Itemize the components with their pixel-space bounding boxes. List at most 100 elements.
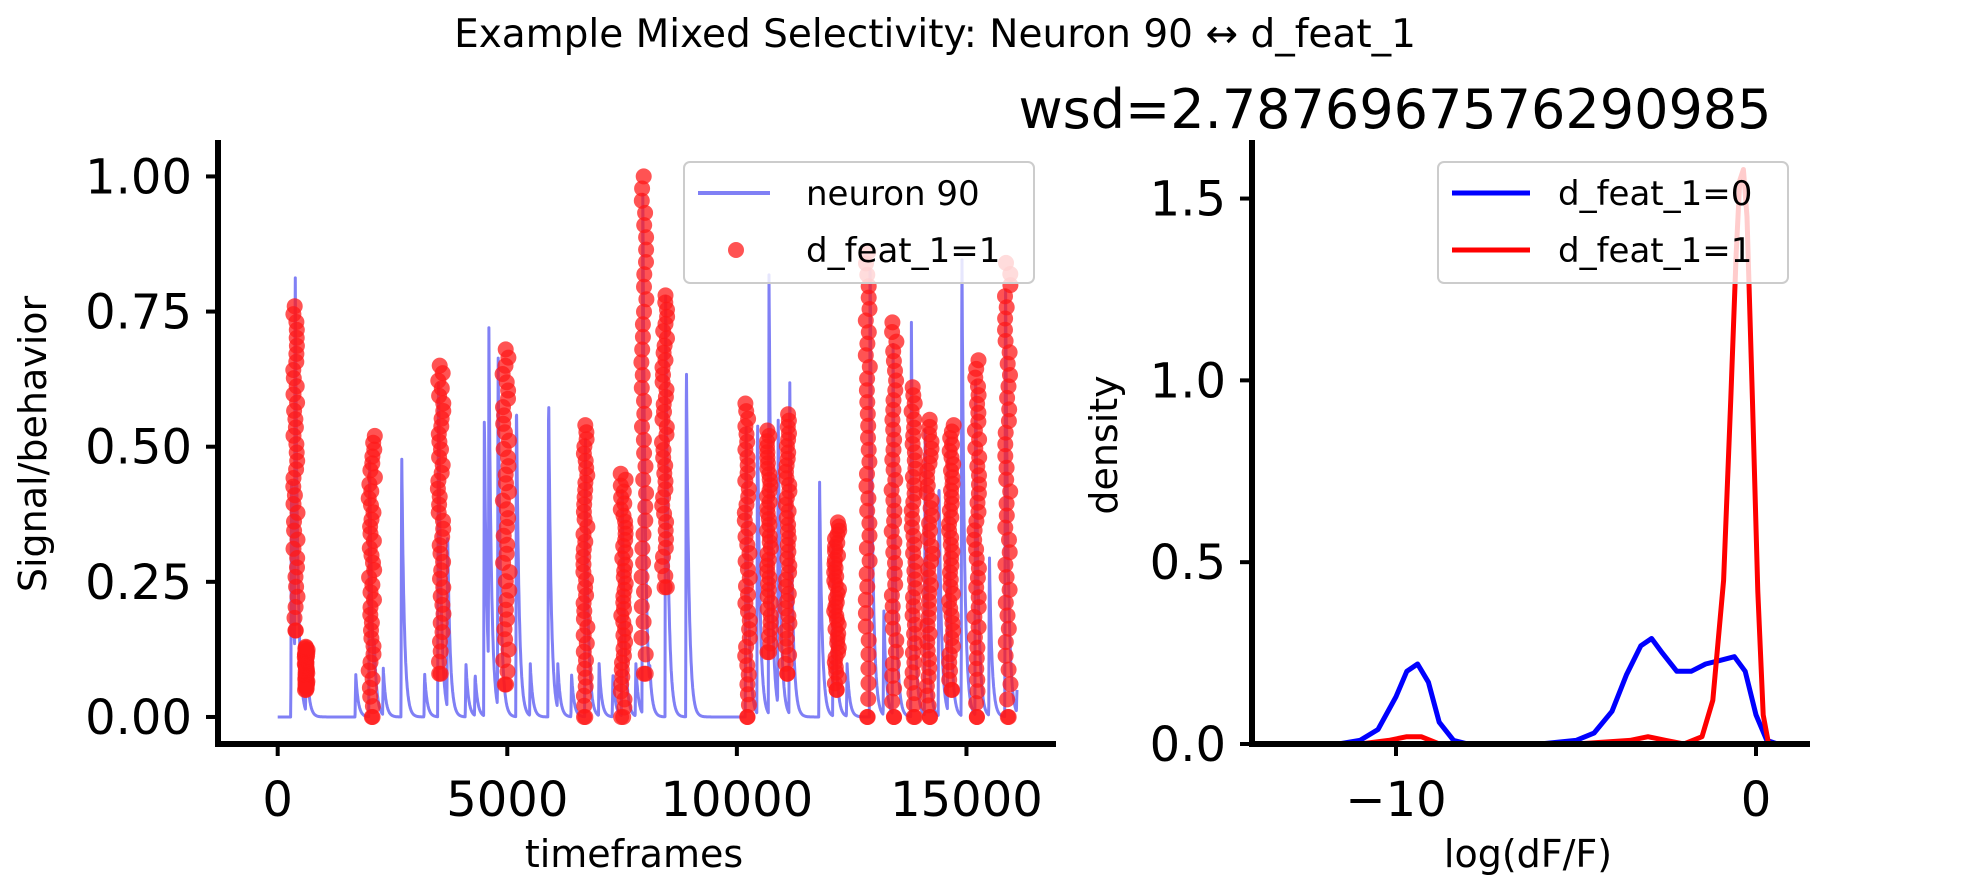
- feat-marker: [970, 352, 987, 369]
- feat-marker: [634, 341, 651, 358]
- feat-marker: [861, 301, 878, 317]
- left-legend-label-feat: d_feat_1=1: [806, 231, 1000, 271]
- left-chart-xlabel: timeframes: [525, 832, 743, 876]
- feat-marker: [638, 241, 655, 258]
- feat-marker: [638, 254, 654, 270]
- feat-marker: [431, 357, 448, 374]
- left-y-tick-label: 0.00: [85, 690, 192, 746]
- left-y-tick-label: 0.75: [85, 285, 192, 341]
- left-x-tick-label: 10000: [661, 772, 814, 828]
- feat-marker: [615, 709, 632, 725]
- feat-marker: [635, 613, 652, 630]
- feat-marker: [635, 526, 652, 543]
- feat-marker: [860, 441, 877, 458]
- feat-marker: [860, 429, 876, 446]
- feat-marker: [904, 379, 921, 396]
- feat-marker: [998, 507, 1015, 524]
- feat-marker: [945, 417, 962, 434]
- feat-marker: [861, 527, 878, 544]
- feat-marker: [638, 229, 655, 246]
- feat-marker: [287, 622, 304, 639]
- feat-marker: [635, 431, 652, 448]
- feat-marker: [634, 418, 650, 435]
- feat-marker: [638, 485, 655, 502]
- feat-marker: [759, 422, 776, 439]
- feat-marker: [885, 620, 902, 637]
- feat-marker: [633, 379, 650, 396]
- feat-marker: [861, 515, 878, 532]
- right-y-tick-label: 0.5: [1150, 535, 1226, 591]
- feat-marker: [921, 411, 938, 428]
- feat-marker: [637, 498, 654, 515]
- left-chart-ylabel: Signal/behavior: [11, 295, 55, 592]
- feat-marker: [859, 578, 876, 595]
- feat-marker: [859, 405, 876, 422]
- right-y-tick-label: 1.0: [1150, 353, 1226, 409]
- feat-marker: [997, 321, 1013, 338]
- feat-marker: [884, 693, 901, 710]
- feat-marker: [860, 660, 877, 677]
- feat-marker: [633, 192, 650, 209]
- feat-marker: [634, 328, 651, 345]
- feat-marker: [997, 436, 1014, 453]
- feat-marker: [997, 634, 1014, 650]
- left-legend-frame: [683, 161, 1035, 284]
- feat-marker: [998, 569, 1015, 586]
- feat-marker: [887, 643, 904, 660]
- feat-marker: [633, 629, 650, 646]
- feat-marker: [636, 278, 652, 295]
- feat-marker: [498, 676, 515, 693]
- left-x-tick-label: 5000: [446, 772, 568, 828]
- feat-marker: [859, 709, 876, 725]
- feat-marker: [886, 709, 903, 725]
- feat-marker: [997, 519, 1014, 536]
- left-chart: 0 5000 10000 15000 0.00 0.25 0.50 0.75 1.00 Sign…: [11, 140, 1056, 876]
- feat-marker: [638, 291, 655, 308]
- feat-marker: [1000, 413, 1017, 429]
- feat-marker: [636, 583, 652, 600]
- feat-marker: [858, 382, 875, 399]
- left-y-tick-label: 0.25: [85, 555, 192, 611]
- right-chart: wsd=2.787696757629098‍5 −10 0 0.0 0.5 1.0 1.5…: [1018, 78, 1810, 876]
- left-x-tick-label: 0: [262, 772, 293, 828]
- feat-marker: [633, 354, 650, 371]
- right-x-tick-label: 0: [1741, 772, 1772, 828]
- feat-marker: [636, 217, 653, 234]
- feat-marker: [997, 594, 1014, 611]
- feat-marker: [761, 644, 777, 661]
- feat-marker: [860, 675, 877, 692]
- feat-marker: [858, 565, 875, 582]
- feat-marker: [737, 395, 754, 412]
- feat-marker: [432, 665, 449, 682]
- feat-marker: [612, 465, 629, 482]
- right-chart-ticks: −10 0 0.0 0.5 1.0 1.5: [1150, 172, 1772, 828]
- feat-marker: [829, 514, 846, 531]
- feat-marker: [634, 180, 651, 197]
- feat-marker: [1000, 620, 1017, 637]
- right-y-tick-label: 1.5: [1150, 172, 1226, 228]
- feat-marker: [999, 607, 1016, 624]
- feat-marker: [997, 556, 1014, 573]
- feat-marker: [997, 448, 1014, 464]
- feat-marker: [1001, 581, 1018, 598]
- feat-marker: [921, 709, 938, 725]
- feat-marker: [860, 646, 877, 663]
- feat-marker: [637, 646, 654, 663]
- feat-marker: [969, 683, 986, 700]
- feat-marker: [634, 367, 651, 383]
- right-legend-label-1: d_feat_1=1: [1558, 231, 1752, 271]
- left-x-tick-label: 15000: [890, 772, 1043, 828]
- right-y-tick-label: 0.0: [1150, 717, 1226, 773]
- feat-marker: [780, 406, 797, 423]
- feat-marker: [656, 579, 673, 596]
- right-chart-ylabel: density: [1082, 375, 1126, 514]
- feat-marker: [633, 569, 650, 585]
- feat-marker: [858, 540, 875, 557]
- feat-marker: [497, 341, 514, 358]
- feat-marker: [779, 665, 796, 682]
- feat-marker: [739, 709, 756, 725]
- feat-marker: [860, 490, 877, 507]
- feat-marker: [998, 471, 1015, 488]
- feat-marker: [999, 691, 1016, 708]
- feat-marker: [998, 495, 1015, 512]
